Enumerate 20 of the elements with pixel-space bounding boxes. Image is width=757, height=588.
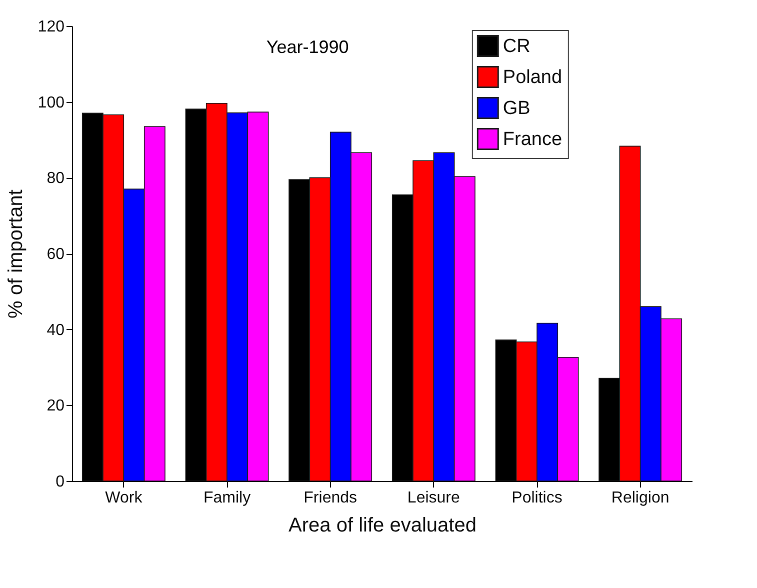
- x-tick-label: Politics: [512, 490, 562, 506]
- x-tick-label: Religion: [611, 490, 670, 506]
- x-tick-label: Family: [203, 490, 251, 506]
- y-tick-label: 120: [38, 18, 65, 36]
- x-tick-label: Friends: [304, 490, 358, 506]
- x-tick-label: Leisure: [407, 490, 460, 506]
- legend-label: GB: [502, 98, 530, 119]
- y-tick-label: 60: [46, 246, 65, 263]
- annotation: Year-1990: [266, 37, 349, 57]
- y-tick-label: 40: [46, 322, 65, 339]
- y-tick-label: 20: [46, 398, 65, 415]
- legend-label: CR: [502, 36, 530, 57]
- y-tick-label: 100: [38, 94, 65, 112]
- y-tick-label: 80: [46, 170, 65, 188]
- legend-label: Poland: [502, 67, 562, 88]
- legend-label: France: [502, 129, 562, 150]
- y-tick-label: 0: [56, 474, 65, 490]
- x-axis-title: Area of life evaluated: [288, 514, 476, 536]
- x-tick-label: Work: [105, 490, 144, 506]
- y-axis-title: % of important: [4, 189, 27, 318]
